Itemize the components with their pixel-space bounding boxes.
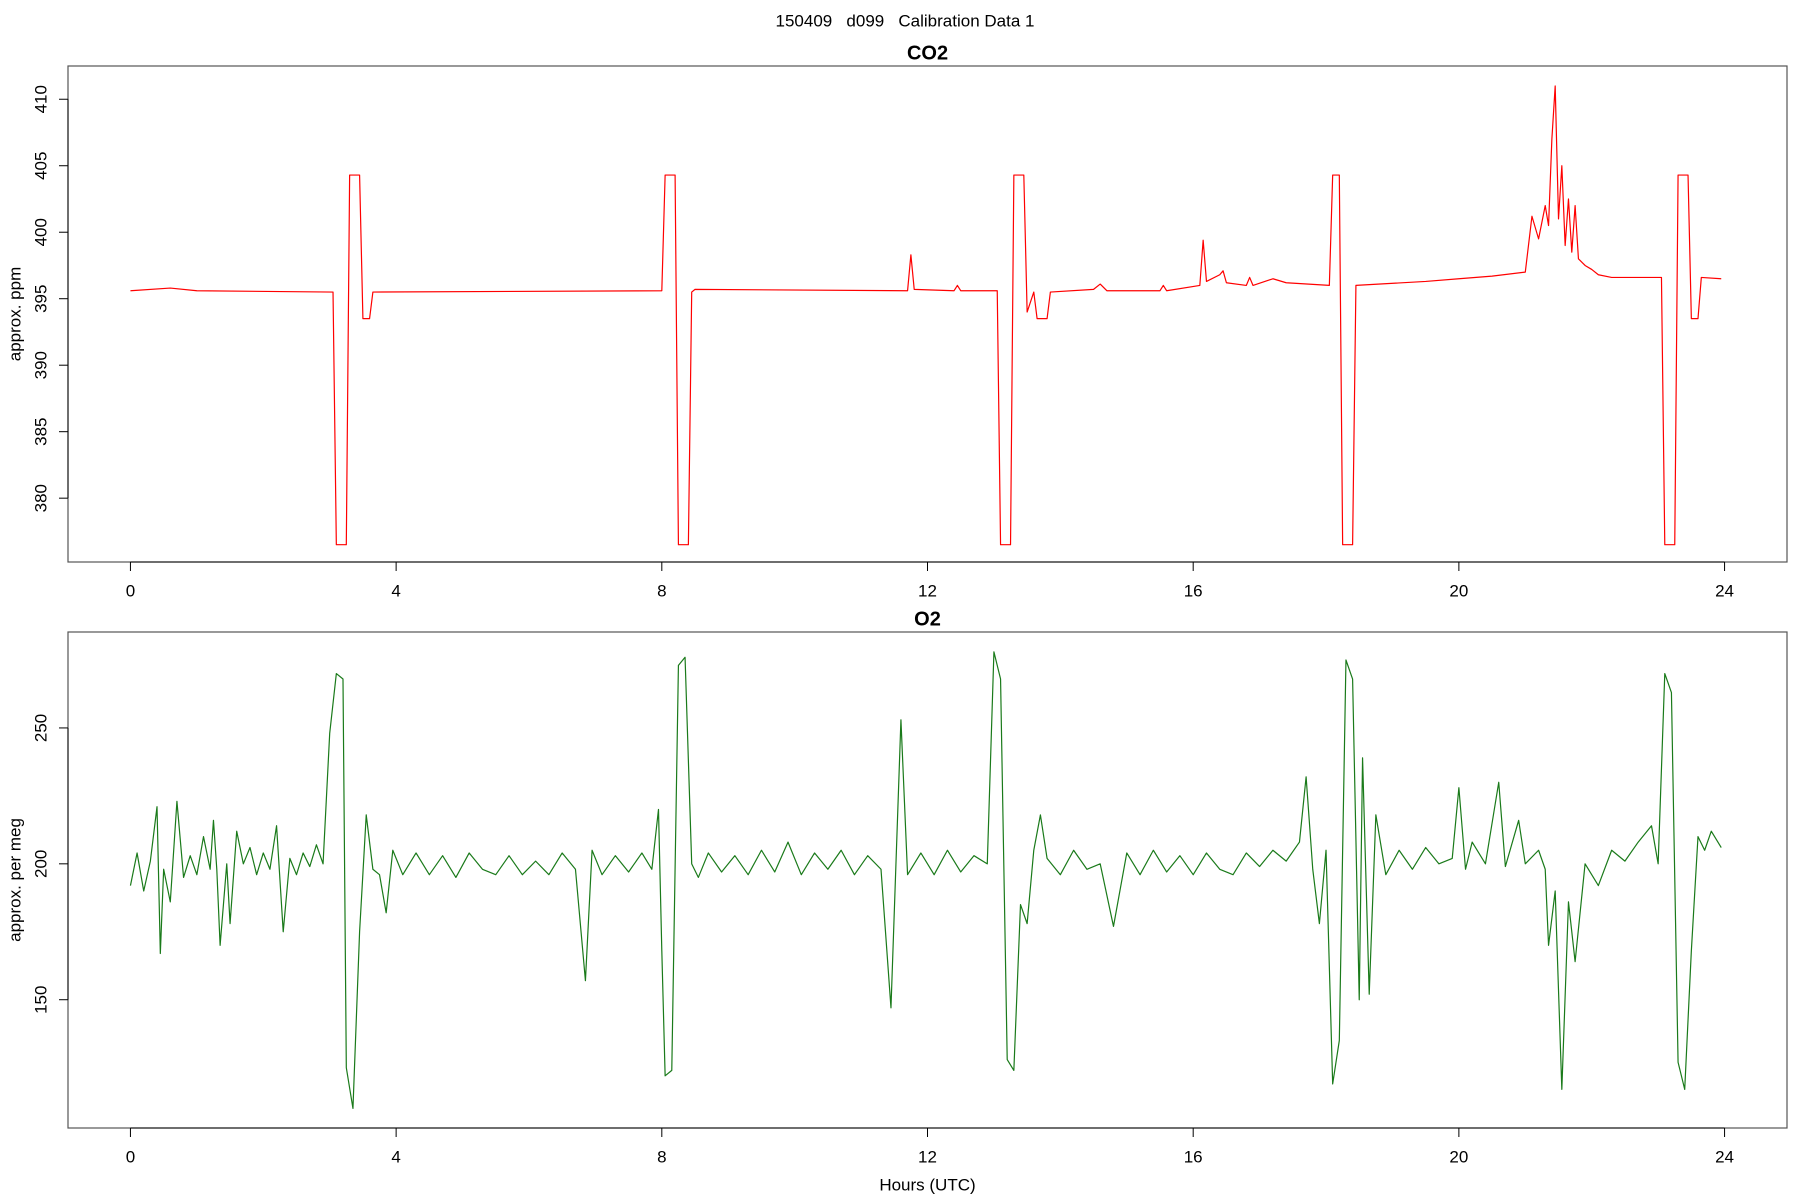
x-tick-label: 0: [126, 1147, 135, 1166]
y-tick-label: 150: [31, 986, 50, 1014]
y-tick-label: 405: [31, 152, 50, 180]
x-axis-label: Hours (UTC): [879, 1175, 975, 1194]
x-tick-label: 12: [918, 1147, 937, 1166]
x-tick-label: 24: [1715, 1147, 1734, 1166]
chart-title: O2: [914, 608, 941, 630]
y-tick-label: 410: [31, 85, 50, 113]
x-tick-label: 4: [391, 1147, 400, 1166]
y-axis-label: approx. per meg: [5, 818, 24, 942]
y-tick-label: 250: [31, 714, 50, 742]
x-tick-label: 16: [1184, 581, 1203, 600]
x-tick-label: 8: [657, 581, 666, 600]
x-tick-label: 8: [657, 1147, 666, 1166]
y-tick-label: 385: [31, 417, 50, 445]
data-line: [130, 85, 1722, 546]
y-tick-label: 200: [31, 850, 50, 878]
x-tick-label: 4: [391, 581, 400, 600]
x-tick-label: 12: [918, 581, 937, 600]
data-line: [129, 651, 1722, 1110]
x-tick-label: 20: [1449, 1147, 1468, 1166]
chart-title: CO2: [907, 42, 948, 64]
y-tick-label: 395: [31, 285, 50, 313]
x-tick-label: 20: [1449, 581, 1468, 600]
figure-title: 150409 d099 Calibration Data 1: [776, 11, 1035, 30]
y-axis-label: approx. ppm: [5, 267, 24, 362]
y-tick-label: 390: [31, 351, 50, 379]
x-tick-label: 16: [1184, 1147, 1203, 1166]
y-tick-label: 380: [31, 484, 50, 512]
x-tick-label: 24: [1715, 581, 1734, 600]
y-tick-label: 400: [31, 218, 50, 246]
x-tick-label: 0: [126, 581, 135, 600]
